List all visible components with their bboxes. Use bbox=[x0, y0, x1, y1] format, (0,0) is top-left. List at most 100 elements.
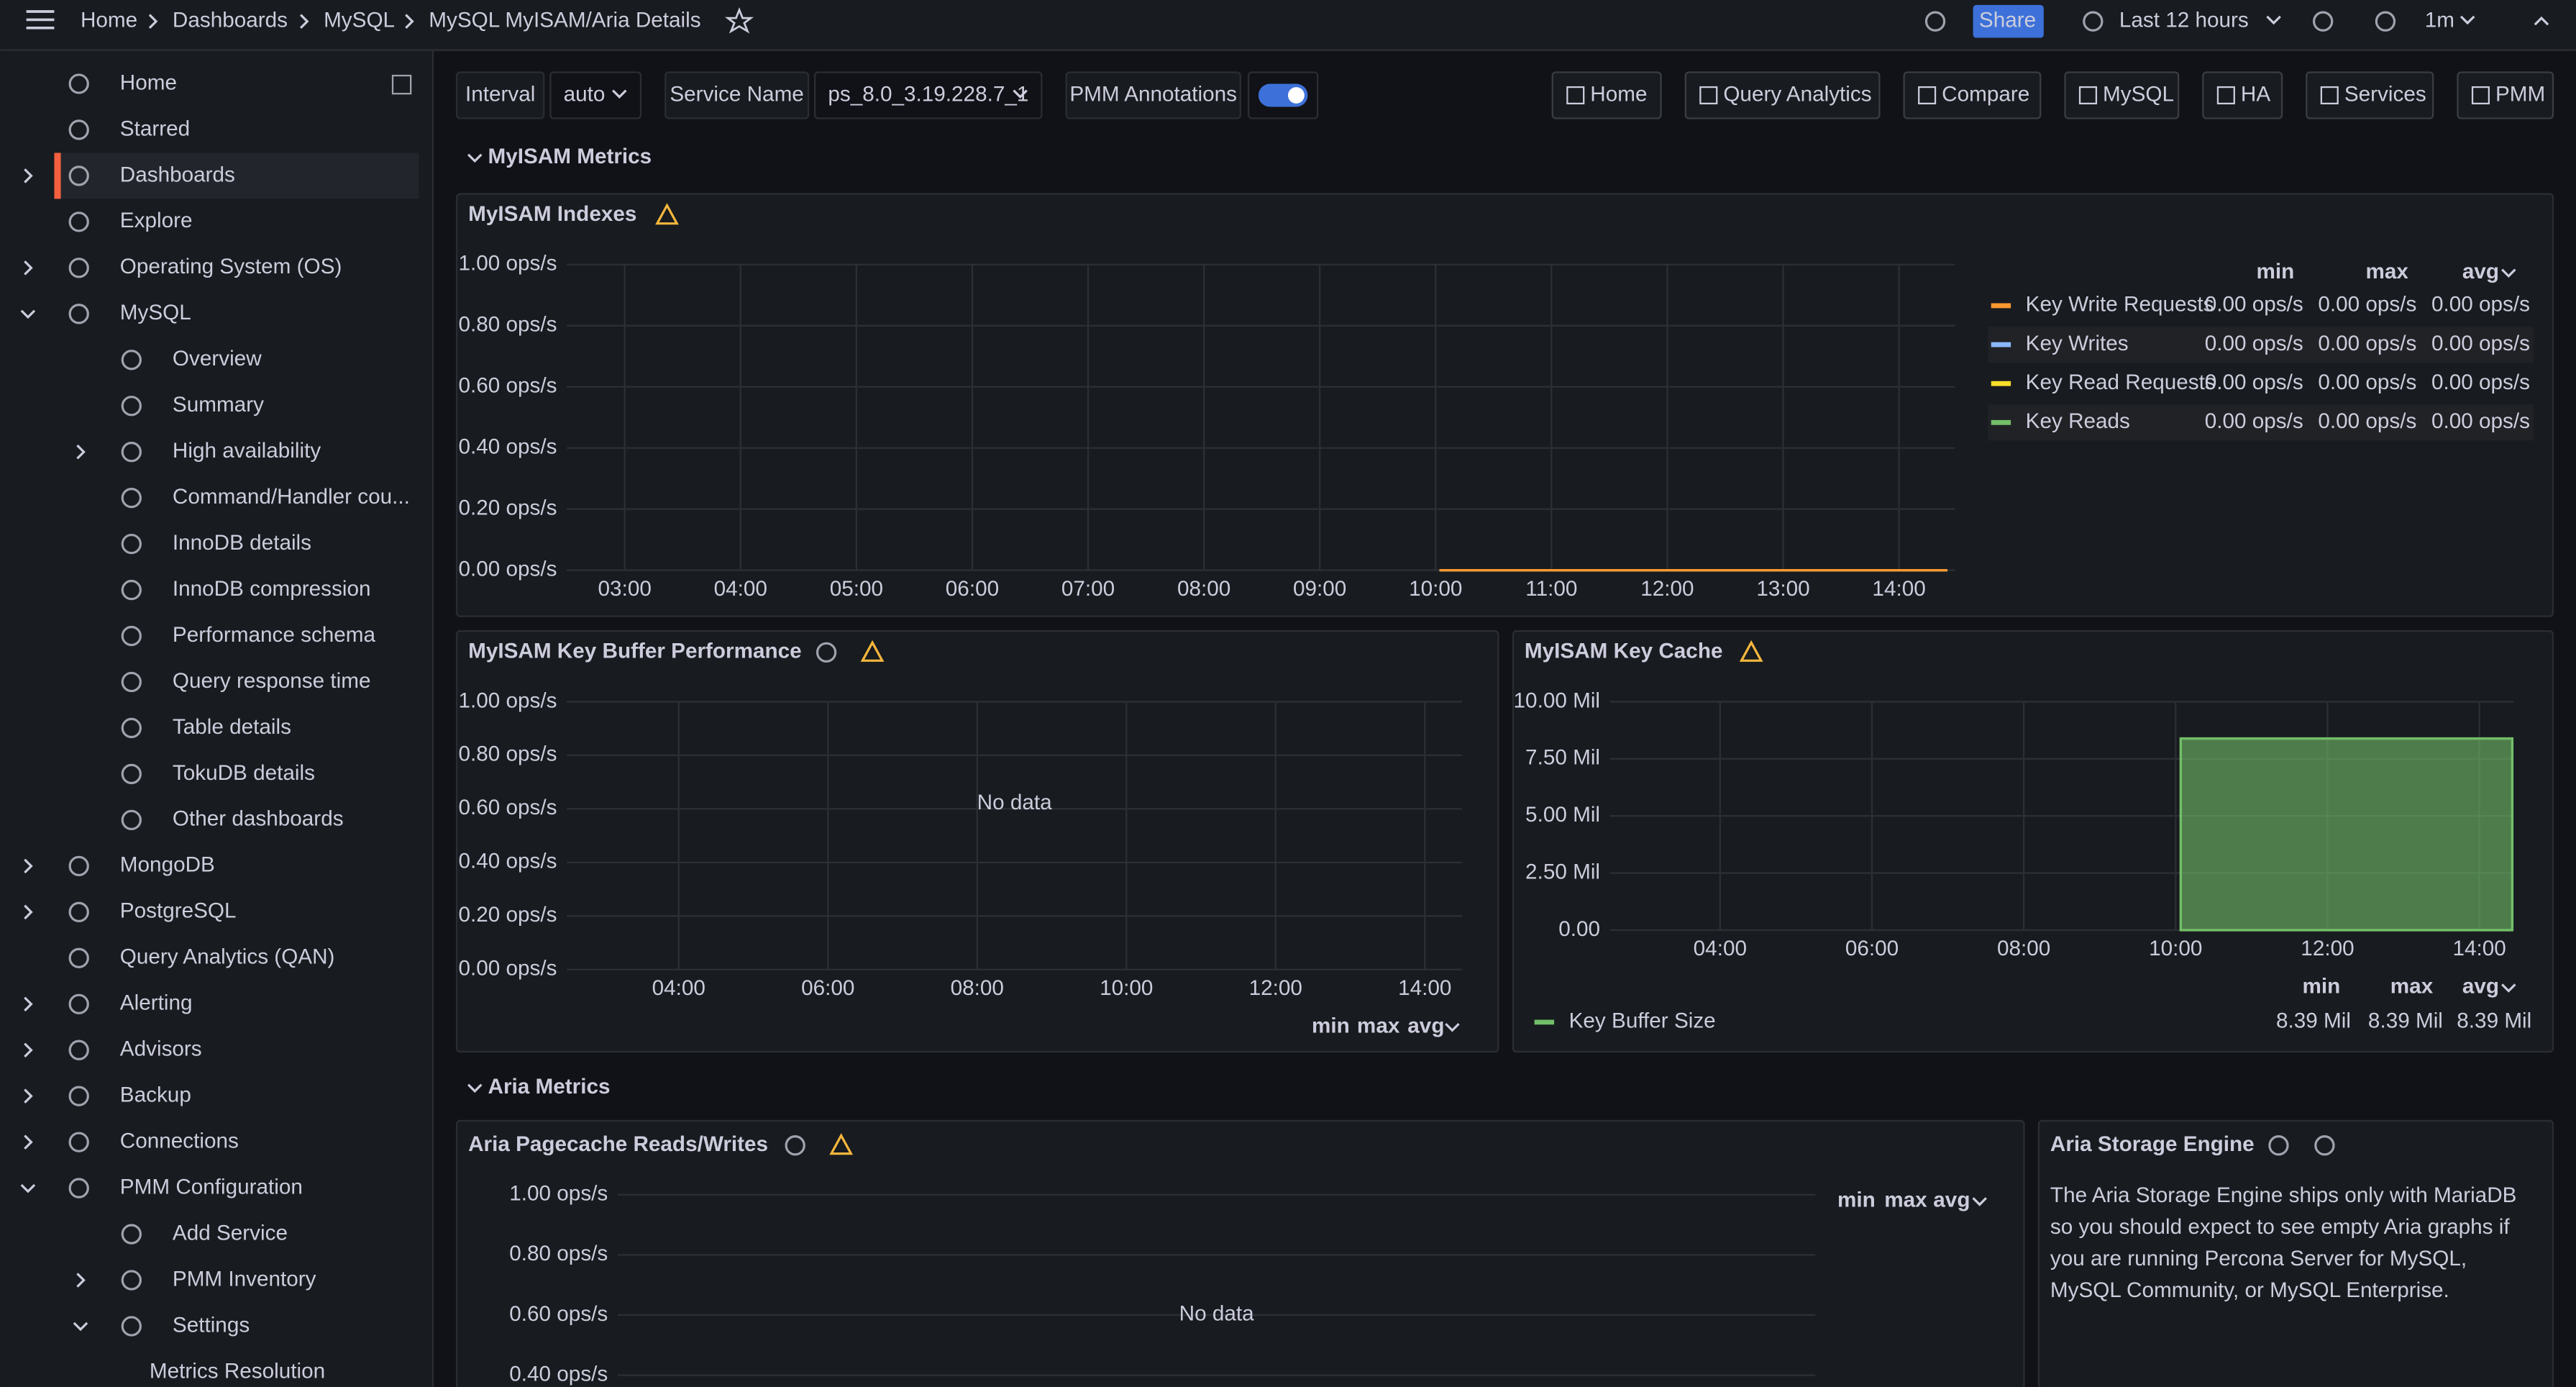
legend-header[interactable]: min bbox=[1837, 1188, 1876, 1212]
nav-item[interactable]: Operating System (OS) bbox=[120, 255, 342, 278]
legend-name[interactable]: Key Writes bbox=[2026, 332, 2129, 355]
nav-item[interactable]: Performance schema bbox=[173, 623, 376, 647]
time-range[interactable]: Last 12 hours bbox=[2119, 9, 2249, 32]
y-tick-label: 0.40 ops/s bbox=[458, 850, 557, 873]
nav-item[interactable]: InnoDB details bbox=[173, 531, 311, 555]
nav-item[interactable]: MongoDB bbox=[120, 853, 215, 877]
share-label[interactable]: Share bbox=[1979, 9, 2036, 32]
panel-title[interactable]: MyISAM Key Cache bbox=[1525, 640, 1723, 663]
nav-item[interactable]: Settings bbox=[173, 1313, 250, 1337]
x-tick-label: 06:00 bbox=[1845, 937, 1899, 960]
legend-value: 0.00 ops/s bbox=[2205, 293, 2303, 317]
x-tick-label: 05:00 bbox=[830, 577, 883, 601]
legend-value: 0.00 ops/s bbox=[2318, 409, 2416, 433]
nav-item[interactable]: TokuDB details bbox=[173, 761, 315, 785]
legend-header[interactable]: max bbox=[2366, 260, 2409, 283]
legend-header[interactable]: min bbox=[2257, 260, 2295, 283]
nav-item[interactable]: Command/Handler cou... bbox=[173, 485, 410, 509]
legend-header[interactable]: max bbox=[1357, 1014, 1400, 1038]
nav-item[interactable]: Other dashboards bbox=[173, 807, 344, 831]
legend-value: 0.00 ops/s bbox=[2431, 332, 2530, 355]
variable-value[interactable]: ps_8.0_3.19.228.7_1 bbox=[828, 82, 1028, 106]
nav-item[interactable]: Starred bbox=[120, 117, 190, 140]
nav-item[interactable]: Summary bbox=[173, 393, 264, 417]
nav-item[interactable]: MySQL bbox=[120, 301, 191, 324]
nav-item[interactable]: Backup bbox=[120, 1083, 191, 1107]
y-tick-label: 0.40 ops/s bbox=[458, 435, 557, 459]
legend-header[interactable]: max bbox=[2390, 975, 2434, 999]
legend-name[interactable]: Key Reads bbox=[2026, 409, 2130, 433]
nav-item[interactable]: Alerting bbox=[120, 991, 193, 1015]
legend-name[interactable]: Key Buffer Size bbox=[1569, 1009, 1716, 1033]
nav-item[interactable]: Add Service bbox=[173, 1221, 288, 1245]
nav-item[interactable]: Query response time bbox=[173, 669, 371, 693]
y-tick-label: 0.00 ops/s bbox=[458, 558, 557, 581]
legend-header[interactable]: avg bbox=[2462, 260, 2499, 283]
legend-name[interactable]: Key Read Requests bbox=[2026, 370, 2216, 394]
breadcrumb[interactable]: Home bbox=[81, 9, 137, 32]
legend-header[interactable]: avg bbox=[1933, 1188, 1970, 1212]
y-tick-label: 1.00 ops/s bbox=[458, 252, 557, 276]
nav-item[interactable]: Metrics Resolution bbox=[150, 1359, 325, 1383]
variable-label: Service Name bbox=[670, 82, 803, 106]
no-data: No data bbox=[1179, 1301, 1254, 1325]
panel-title[interactable]: Aria Storage Engine bbox=[2050, 1132, 2255, 1156]
nav-item[interactable]: Query Analytics (QAN) bbox=[120, 945, 335, 969]
y-tick-label: 0.60 ops/s bbox=[458, 374, 557, 398]
legend-value: 0.00 ops/s bbox=[2205, 332, 2303, 355]
x-tick-label: 11:00 bbox=[1525, 577, 1577, 601]
toggle-knob[interactable] bbox=[1288, 87, 1305, 104]
link-label[interactable]: MySQL bbox=[2103, 82, 2174, 106]
nav-item[interactable]: PMM Configuration bbox=[120, 1175, 303, 1199]
panel-title[interactable]: MyISAM Indexes bbox=[468, 202, 636, 226]
nav-item[interactable]: PMM Inventory bbox=[173, 1267, 316, 1291]
breadcrumb[interactable]: Dashboards bbox=[173, 9, 288, 32]
legend-header[interactable]: max bbox=[1884, 1188, 1927, 1212]
nav-item[interactable]: Table details bbox=[173, 715, 291, 739]
link-label[interactable]: Query Analytics bbox=[1723, 82, 1871, 106]
legend-name[interactable]: Key Write Requests bbox=[2026, 293, 2214, 317]
variable-label: PMM Annotations bbox=[1069, 82, 1237, 106]
link-label[interactable]: Compare bbox=[1942, 82, 2029, 106]
link-label[interactable]: HA bbox=[2241, 82, 2270, 106]
link-label[interactable]: PMM bbox=[2495, 82, 2545, 106]
legend-header[interactable]: min bbox=[2302, 975, 2340, 999]
legend-value: 0.00 ops/s bbox=[2431, 409, 2530, 433]
link-label[interactable]: Services bbox=[2344, 82, 2426, 106]
variable-label: Interval bbox=[465, 82, 535, 106]
row-title[interactable]: MyISAM Metrics bbox=[488, 145, 652, 168]
x-tick-label: 13:00 bbox=[1756, 577, 1809, 601]
legend-header[interactable]: avg bbox=[2462, 975, 2499, 999]
nav-item[interactable]: Explore bbox=[120, 209, 193, 232]
nav-item[interactable]: Connections bbox=[120, 1129, 239, 1152]
breadcrumb[interactable]: MySQL bbox=[324, 9, 395, 32]
nav-item[interactable]: Overview bbox=[173, 347, 262, 370]
panel-title[interactable]: Aria Pagecache Reads/Writes bbox=[468, 1132, 768, 1156]
legend-header[interactable]: min bbox=[1312, 1014, 1350, 1038]
y-tick-label: 1.00 ops/s bbox=[458, 688, 557, 712]
panel-title[interactable]: MyISAM Key Buffer Performance bbox=[468, 640, 802, 663]
row-title[interactable]: Aria Metrics bbox=[488, 1075, 611, 1099]
nav-item[interactable]: InnoDB compression bbox=[173, 577, 371, 601]
no-data: No data bbox=[977, 791, 1052, 814]
nav-item[interactable]: High availability bbox=[173, 439, 321, 463]
x-tick-label: 08:00 bbox=[951, 976, 1004, 1000]
nav-item[interactable]: PostgreSQL bbox=[120, 899, 237, 923]
x-tick-label: 12:00 bbox=[1640, 577, 1694, 601]
nav-item[interactable]: Advisors bbox=[120, 1037, 202, 1061]
y-tick-label: 1.00 ops/s bbox=[509, 1182, 608, 1206]
active-marker bbox=[54, 153, 60, 199]
legend-header[interactable]: avg bbox=[1407, 1014, 1444, 1038]
variable-value[interactable]: auto bbox=[564, 82, 606, 106]
y-tick-label: 0.40 ops/s bbox=[509, 1362, 608, 1386]
nav-item[interactable]: Home bbox=[120, 71, 177, 94]
y-tick-label: 0.80 ops/s bbox=[509, 1242, 608, 1265]
x-tick-label: 12:00 bbox=[1249, 976, 1302, 1000]
refresh-interval[interactable]: 1m bbox=[2425, 9, 2454, 32]
y-tick-label: 0.80 ops/s bbox=[458, 313, 557, 337]
legend-value: 0.00 ops/s bbox=[2205, 409, 2303, 433]
legend-value: 0.00 ops/s bbox=[2431, 293, 2530, 317]
nav-item[interactable]: Dashboards bbox=[120, 163, 235, 186]
legend-value: 0.00 ops/s bbox=[2318, 332, 2416, 355]
link-label[interactable]: Home bbox=[1590, 82, 1647, 106]
